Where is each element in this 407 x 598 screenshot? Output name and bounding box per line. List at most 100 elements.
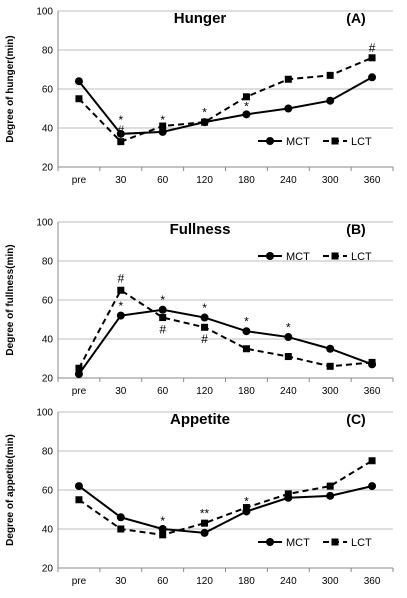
x-tick-label: pre [72,576,87,587]
significance-mark: * [118,113,123,127]
legend: MCT LCT [258,136,372,148]
x-tick-label: 120 [196,175,213,186]
panel-label: (C) [346,411,365,427]
significance-mark: * [160,293,165,307]
chart-title: Hunger [174,10,227,27]
x-tick-label: pre [72,386,87,397]
legend-label: MCT [286,537,310,549]
x-tick-label: 60 [157,175,169,186]
y-tick-label: 40 [42,525,54,536]
data-point-lct [201,519,209,527]
y-tick-label: 60 [42,486,54,497]
data-point-lct [368,54,376,62]
x-tick-label: 240 [280,386,297,397]
x-tick-label: 360 [364,386,381,397]
data-point-lct [242,345,250,353]
y-tick-label: 20 [42,374,54,385]
legend: MCT LCT [258,251,372,263]
x-tick-label: 30 [115,386,127,397]
chart-title: Fullness [170,221,231,238]
data-point-mct [326,344,335,353]
legend-label: MCT [286,136,310,148]
panel-label: (B) [346,221,365,237]
y-tick-label: 40 [42,335,54,346]
x-tick-label: 360 [364,576,381,587]
series-line-mct [78,76,373,135]
data-point-mct [158,525,167,533]
legend-label: LCT [351,251,372,263]
significance-mark: * [286,320,291,334]
significance-mark: ** [200,506,210,520]
y-tick-label: 60 [42,85,54,96]
data-point-lct [368,457,376,465]
y-tick-label: 80 [42,447,54,458]
y-tick-label: 20 [42,564,54,575]
x-tick-label: 360 [364,175,381,186]
data-point-lct [201,323,209,331]
data-point-mct [284,333,293,342]
data-point-mct [200,313,209,322]
x-tick-label: 180 [238,576,255,587]
data-point-mct [284,104,293,113]
data-point-mct [368,73,377,82]
data-point-lct [284,490,292,498]
chart-panel-1: 20 40 60 80 100 pre 30 60 120 180 240 300 360 Degree … [5,7,394,186]
y-axis-label: Degree of hunger(min) [5,35,16,142]
x-tick-label: 60 [157,576,169,587]
data-point-mct [158,127,167,136]
significance-mark: * [244,495,249,509]
x-tick-label: 30 [115,576,127,587]
legend-marker [331,137,339,145]
data-point-lct [326,362,334,370]
x-tick-label: 30 [115,175,127,186]
significance-mark: * [244,314,249,328]
series-line-lct [78,288,373,369]
x-tick-label: 240 [280,175,297,186]
data-point-lct [201,118,209,126]
significance-mark: # [117,272,124,286]
y-tick-label: 40 [42,124,54,135]
data-point-mct [242,110,251,119]
y-tick-label: 80 [42,46,54,57]
y-axis-label: Degree of fullness(min) [5,244,16,355]
y-tick-label: 100 [36,7,53,18]
data-point-lct [326,71,334,79]
data-point-mct [116,129,125,138]
data-point-lct [75,496,83,504]
data-point-mct [74,77,83,86]
legend: MCT LCT [258,537,372,549]
x-tick-label: 300 [322,576,339,587]
data-point-mct [368,482,377,491]
legend-marker [266,252,274,260]
data-point-lct [117,525,125,533]
x-tick-label: 60 [157,386,169,397]
data-point-lct [326,482,334,490]
data-point-lct [117,286,125,294]
series-line-lct [78,56,373,143]
legend-marker [266,137,274,145]
significance-mark: # [201,332,208,346]
data-point-lct [159,314,167,322]
data-point-lct [242,504,250,512]
series-line-lct [78,459,373,536]
data-point-lct [117,138,125,146]
data-point-mct [326,96,335,105]
significance-mark: * [244,100,249,114]
significance-mark: * [160,514,165,528]
x-tick-label: 120 [196,386,213,397]
data-point-lct [242,93,250,101]
y-tick-label: 60 [42,296,54,307]
legend-label: MCT [286,251,310,263]
x-tick-label: 300 [322,386,339,397]
data-point-mct [74,370,83,379]
significance-mark: * [202,301,207,315]
data-point-lct [284,353,292,361]
significance-mark: # [117,123,124,137]
data-point-lct [368,358,376,366]
data-point-mct [158,305,167,314]
series-line-mct [78,308,373,375]
significance-mark: * [202,105,207,119]
data-point-mct [326,491,335,500]
x-tick-label: pre [72,175,87,186]
